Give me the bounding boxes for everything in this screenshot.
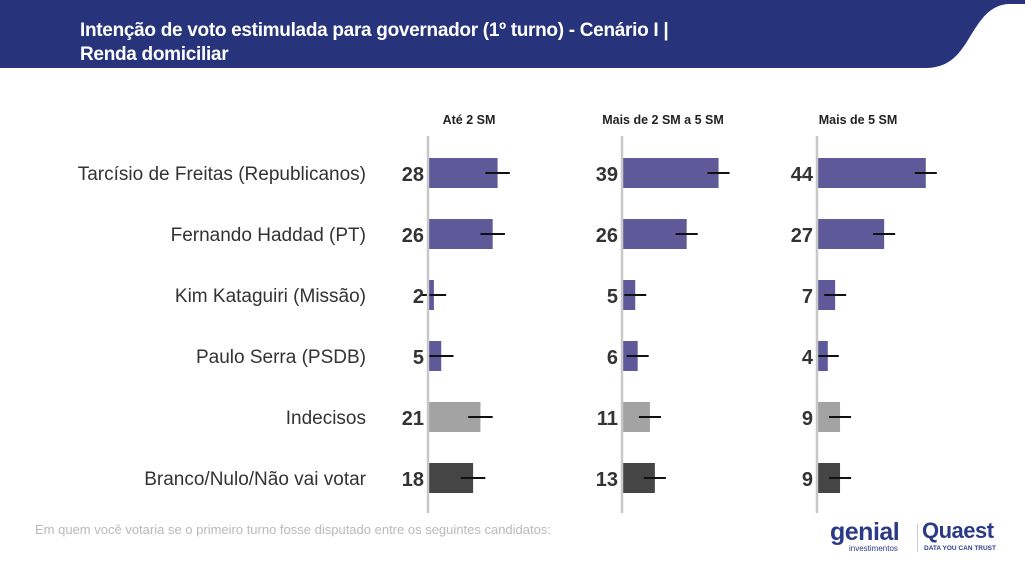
series-header: Até 2 SM bbox=[443, 113, 496, 127]
question-footnote: Em quem você votaria se o primeiro turno… bbox=[35, 522, 551, 537]
data-label: 26 bbox=[402, 225, 424, 247]
data-label: 11 bbox=[597, 408, 618, 430]
header-banner bbox=[0, 0, 1025, 68]
category-label: Kim Kataguiri (Missão) bbox=[175, 286, 366, 307]
logos: genial investimentos Quaest DATA YOU CAN… bbox=[828, 518, 1003, 556]
data-label: 6 bbox=[607, 347, 618, 369]
page-title: Intenção de voto estimulada para governa… bbox=[80, 19, 669, 67]
data-label: 5 bbox=[413, 347, 424, 369]
data-label: 2 bbox=[413, 286, 424, 308]
data-label: 44 bbox=[791, 164, 814, 186]
bar bbox=[818, 158, 926, 188]
data-label: 27 bbox=[791, 225, 813, 247]
logo-divider bbox=[917, 524, 918, 552]
data-label: 5 bbox=[607, 286, 618, 308]
category-label: Indecisos bbox=[286, 408, 366, 429]
category-label: Branco/Nulo/Não vai votar bbox=[144, 469, 366, 490]
category-label: Tarcísio de Freitas (Republicanos) bbox=[78, 164, 366, 185]
header-background bbox=[0, 0, 1025, 68]
quaest-logo-tagline: DATA YOU CAN TRUST bbox=[924, 545, 996, 552]
data-label: 39 bbox=[596, 164, 618, 186]
genial-logo: genial bbox=[830, 518, 900, 546]
data-label: 4 bbox=[802, 347, 814, 369]
series-header: Mais de 2 SM a 5 SM bbox=[602, 113, 724, 127]
data-label: 21 bbox=[402, 408, 424, 430]
genial-logo-subtitle: investimentos bbox=[849, 544, 898, 553]
category-label: Fernando Haddad (PT) bbox=[171, 225, 366, 246]
series-header: Mais de 5 SM bbox=[819, 113, 898, 127]
category-label: Paulo Serra (PSDB) bbox=[196, 347, 366, 368]
data-label: 13 bbox=[596, 469, 618, 491]
quaest-logo: Quaest bbox=[922, 518, 994, 543]
data-label: 28 bbox=[402, 164, 424, 186]
data-label: 9 bbox=[802, 469, 813, 491]
data-label: 26 bbox=[596, 225, 618, 247]
data-label: 18 bbox=[402, 469, 424, 491]
data-label: 7 bbox=[802, 286, 813, 308]
bar bbox=[623, 158, 719, 188]
data-label: 9 bbox=[802, 408, 813, 430]
title-line-1: Intenção de voto estimulada para governa… bbox=[80, 20, 669, 41]
title-line-2: Renda domiciliar bbox=[80, 44, 229, 65]
